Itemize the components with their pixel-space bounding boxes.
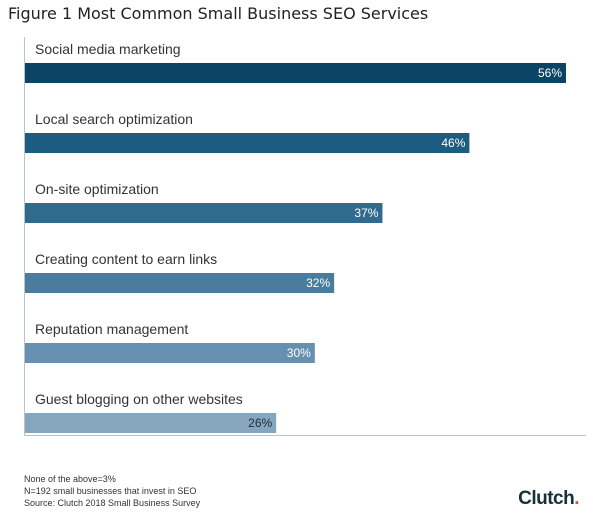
- category-label-on-site-optimization: On-site optimization: [35, 181, 159, 197]
- footnotes: None of the above=3% N=192 small busines…: [24, 473, 200, 509]
- value-label-guest-blogging-on-other-websites: 26%: [248, 416, 272, 430]
- chart-area: Social media marketing 56% Local search op…: [24, 37, 586, 436]
- clutch-logo: Clutch.: [518, 488, 579, 510]
- bar-reputation-management: [25, 343, 315, 363]
- footnote-source: Source: Clutch 2018 Small Business Surve…: [24, 498, 201, 508]
- footnote-none-above: None of the above=3%: [24, 474, 116, 484]
- value-label-reputation-management: 30%: [287, 346, 311, 360]
- bar-on-site-optimization: [25, 203, 383, 223]
- value-label-local-search-optimization: 46%: [441, 136, 465, 150]
- figure-caption: Figure 1 Most Common Small Business SEO …: [8, 4, 429, 23]
- bar-guest-blogging-on-other-websites: [25, 413, 277, 433]
- category-label-guest-blogging-on-other-websites: Guest blogging on other websites: [35, 391, 243, 407]
- bar-chart: Social media marketing 56% Local search op…: [25, 41, 566, 433]
- category-label-local-search-optimization: Local search optimization: [35, 111, 193, 127]
- bar-local-search-optimization: [25, 133, 470, 153]
- footnote-sample-size: N=192 small businesses that invest in SE…: [24, 486, 197, 496]
- category-label-creating-content-to-earn-links: Creating content to earn links: [35, 251, 217, 267]
- bar-creating-content-to-earn-links: [25, 273, 335, 293]
- brand-name: Clutch: [518, 488, 575, 509]
- category-label-reputation-management: Reputation management: [35, 321, 188, 337]
- bar-social-media-marketing: [25, 63, 566, 83]
- value-label-social-media-marketing: 56%: [538, 66, 562, 80]
- brand-dot: .: [574, 488, 579, 509]
- value-label-creating-content-to-earn-links: 32%: [306, 276, 330, 290]
- category-label-social-media-marketing: Social media marketing: [35, 41, 181, 57]
- value-label-on-site-optimization: 37%: [354, 206, 378, 220]
